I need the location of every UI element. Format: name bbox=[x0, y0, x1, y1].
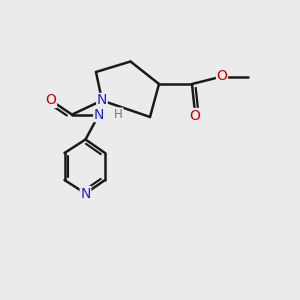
Text: N: N bbox=[80, 187, 91, 200]
Text: O: O bbox=[46, 94, 56, 107]
Text: O: O bbox=[190, 109, 200, 122]
Text: H: H bbox=[114, 108, 123, 121]
Text: N: N bbox=[97, 94, 107, 107]
Text: N: N bbox=[94, 108, 104, 122]
Text: O: O bbox=[217, 70, 227, 83]
